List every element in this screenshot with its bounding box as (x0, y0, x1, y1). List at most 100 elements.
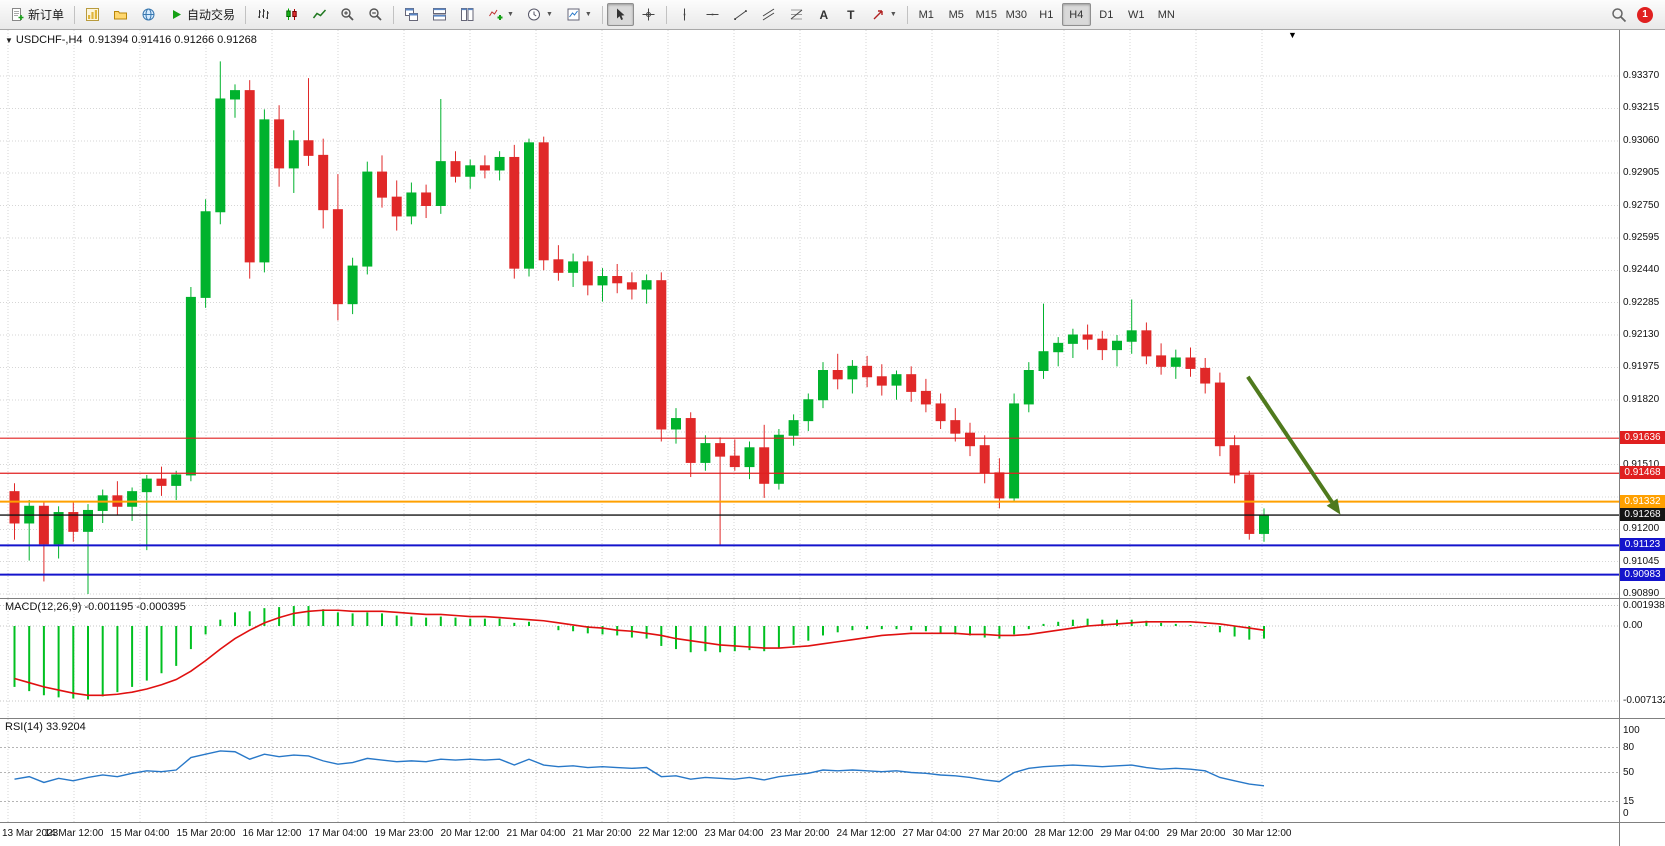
price-chart-panel[interactable]: ▼ USDCHF-,H4 0.91394 0.91416 0.91266 0.91… (0, 30, 1619, 598)
periods-button[interactable]: ▼ (521, 3, 559, 26)
date-label: 29 Mar 04:00 (1100, 828, 1160, 839)
timeframe-button-MN[interactable]: MN (1152, 3, 1181, 26)
chart-symbol-label: ▼ USDCHF-,H4 0.91394 0.91416 0.91266 0.91… (5, 34, 257, 46)
indicators-button[interactable]: ▼ (482, 3, 520, 26)
candle-bear (876, 376, 887, 386)
price-tick: 0.92750 (1623, 199, 1660, 211)
cascade-windows-button[interactable] (398, 3, 425, 26)
line-chart-mode-button[interactable] (306, 3, 333, 26)
candle-bull (465, 165, 476, 177)
timeframe-button-D1[interactable]: D1 (1092, 3, 1121, 26)
text-tool-button[interactable]: A (811, 3, 837, 26)
arrow-objects-button[interactable]: ▼ (865, 3, 903, 26)
fibonacci-icon (789, 7, 804, 22)
candle-bear (450, 161, 461, 177)
zoom-out-button[interactable] (362, 3, 389, 26)
candle-bear (303, 140, 314, 156)
tile-vertical-icon (460, 7, 475, 22)
timeframe-button-M15[interactable]: M15 (972, 3, 1001, 26)
timeframe-button-H4[interactable]: H4 (1061, 3, 1091, 26)
down-arrow-object[interactable] (1246, 375, 1341, 515)
candle-bear (862, 365, 873, 378)
rsi-value: 33.9204 (45, 721, 86, 733)
timeframe-button-M1[interactable]: M1 (912, 3, 941, 26)
tile-horizontal-button[interactable] (426, 3, 453, 26)
new-order-button[interactable]: 新订单 (4, 3, 70, 26)
candle-bear (1214, 382, 1225, 447)
candle-bear (979, 445, 990, 474)
profiles-button[interactable] (107, 3, 134, 26)
price-tick: 0.91045 (1623, 555, 1660, 567)
panel-separator[interactable] (0, 718, 1665, 719)
macd-values: -0.001195 -0.000395 (84, 601, 186, 613)
one-click-trading-toggle[interactable]: ▼ (5, 36, 13, 45)
price-scale[interactable]: 0.93370 0.93215 0.93060 0.92905 0.92750 0.925… (1620, 30, 1665, 599)
new-order-icon (10, 7, 25, 22)
date-label: 27 Mar 04:00 (902, 828, 962, 839)
timeframe-button-W1[interactable]: W1 (1122, 3, 1151, 26)
crosshair-tool-button[interactable] (635, 3, 662, 26)
date-label: 15 Mar 20:00 (176, 828, 236, 839)
separator (906, 5, 908, 24)
horizontal-line-tool-button[interactable] (699, 3, 726, 26)
rsi-label: RSI(14) 33.9204 (5, 721, 86, 733)
market-watch-button[interactable] (135, 3, 162, 26)
price-tick: 0.92595 (1623, 231, 1660, 243)
separator (393, 5, 395, 24)
text-label-tool-button[interactable]: T (838, 3, 864, 26)
chevron-down-icon: ▼ (584, 11, 592, 18)
price-scale-column[interactable]: 0.93370 0.93215 0.93060 0.92905 0.92750 0.925… (1619, 30, 1665, 846)
candle-bear (626, 282, 637, 290)
candle-bear (38, 505, 49, 545)
timeframe-button-M30[interactable]: M30 (1002, 3, 1031, 26)
macd-scale[interactable]: 0.001938 0.00 -0.007132 (1620, 599, 1665, 718)
candle-bull (230, 90, 240, 100)
rsi-indicator-panel[interactable]: RSI(14) 33.9204 (0, 719, 1619, 822)
macd-indicator-panel[interactable]: MACD(12,26,9) -0.001195 -0.000395 (0, 599, 1619, 718)
candle-bull (1126, 330, 1137, 342)
candle-bear (553, 259, 564, 273)
candle-bear (274, 119, 285, 169)
cursor-tool-button[interactable] (606, 3, 634, 26)
main-toolbar: 新订单 自动交易 ▼ ▼ (0, 0, 1665, 30)
candle-bull (641, 280, 652, 290)
timeframe-button-M5[interactable]: M5 (942, 3, 971, 26)
vertical-line-tool-button[interactable] (671, 3, 698, 26)
candle-bear (612, 276, 623, 284)
candle-bear (332, 209, 343, 305)
new-chart-button[interactable] (79, 3, 106, 26)
candle-bull (406, 192, 417, 217)
toolbar-right: 1 (1611, 6, 1661, 23)
channel-tool-button[interactable] (755, 3, 782, 26)
price-line-badge: 0.90983 (1620, 567, 1665, 581)
candle-bear (759, 447, 770, 484)
chart-shift-marker[interactable]: ▼ (1288, 30, 1297, 40)
candle-bull (818, 370, 828, 401)
date-label: 30 Mar 12:00 (1232, 828, 1292, 839)
time-axis[interactable]: 13 Mar 2023 14 Mar 12:00 15 Mar 04:00 15 Ma… (0, 823, 1619, 846)
trendline-tool-button[interactable] (727, 3, 754, 26)
auto-trading-button[interactable]: 自动交易 (163, 3, 241, 26)
chevron-down-icon: ▼ (545, 11, 553, 18)
zoom-in-button[interactable] (334, 3, 361, 26)
candle-bull (171, 474, 182, 486)
crosshair-icon (641, 7, 656, 22)
rsi-scale[interactable]: 100 80 50 15 0 (1620, 719, 1665, 822)
indicators-icon (488, 7, 503, 22)
bar-chart-mode-button[interactable] (250, 3, 277, 26)
candle-bear (832, 370, 843, 380)
candle-bear (729, 455, 740, 468)
timeframe-button-H1[interactable]: H1 (1032, 3, 1061, 26)
candle-bear (582, 261, 593, 286)
templates-button[interactable]: ▼ (560, 3, 598, 26)
candle-bear (1141, 330, 1152, 357)
price-tick: 0.92905 (1623, 167, 1660, 179)
notification-badge[interactable]: 1 (1637, 6, 1653, 23)
search-icon[interactable] (1611, 7, 1627, 23)
tile-vertical-button[interactable] (454, 3, 481, 26)
candle-bull (524, 142, 534, 269)
panel-separator[interactable] (0, 598, 1665, 599)
candlestick-mode-button[interactable] (278, 3, 305, 26)
fibonacci-tool-button[interactable] (783, 3, 810, 26)
